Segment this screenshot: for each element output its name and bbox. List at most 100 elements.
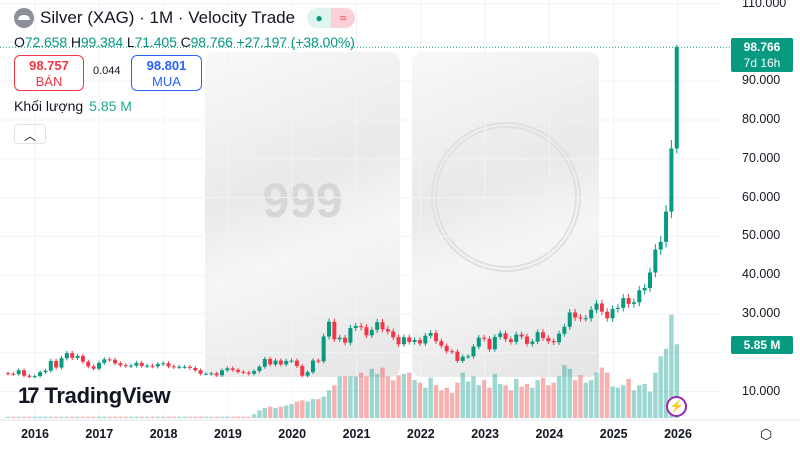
- volume-bar: [230, 416, 235, 418]
- candle-body: [11, 373, 16, 375]
- volume-bar: [21, 416, 27, 418]
- volume-bar: [171, 416, 177, 418]
- y-tick-label: 10.000: [742, 383, 781, 398]
- sell-button[interactable]: 98.757 BÁN: [14, 55, 84, 91]
- y-tick-label: 50.000: [742, 228, 781, 243]
- volume-bar: [423, 387, 428, 418]
- volume-bar: [428, 377, 433, 418]
- volume-bar: [160, 416, 166, 418]
- candle-body: [508, 339, 513, 342]
- volume-bar: [257, 410, 262, 418]
- volume-bar: [118, 416, 123, 418]
- volume-bar: [610, 386, 615, 418]
- sell-label: BÁN: [35, 74, 63, 89]
- volume-bar: [203, 416, 209, 418]
- candle-body: [519, 334, 524, 337]
- lightning-icon[interactable]: ⚡: [666, 396, 687, 417]
- low-label: L: [126, 34, 135, 50]
- buy-button[interactable]: 98.801 MUA: [131, 55, 202, 91]
- high-label: H: [70, 34, 81, 50]
- candle-body: [407, 337, 412, 342]
- market-open-dot-icon: ●: [307, 8, 332, 28]
- volume-bar: [139, 416, 144, 418]
- volume-bar: [631, 390, 637, 418]
- tradingview-wordmark: TradingView: [44, 383, 171, 408]
- volume-bar: [653, 372, 658, 418]
- candle-body: [198, 370, 203, 374]
- symbol-header[interactable]: Silver (XAG) · 1M · Velocity Trade ● ≈: [14, 8, 356, 28]
- volume-bar: [578, 375, 583, 418]
- volume-bar: [588, 380, 594, 418]
- volume-bar: [43, 416, 48, 418]
- candle-body: [455, 351, 460, 361]
- volume-bar: [150, 416, 155, 418]
- candle-body: [27, 375, 32, 377]
- candle-body: [482, 337, 487, 339]
- volume-bar: [102, 416, 107, 418]
- candle-body: [161, 363, 166, 365]
- volume-bar: [70, 416, 75, 418]
- volume-bar: [433, 385, 439, 418]
- candle-body: [514, 334, 519, 342]
- candle-body: [22, 370, 27, 376]
- candle-body: [220, 370, 224, 376]
- volume-bar: [198, 416, 203, 418]
- volume-bar: [128, 416, 134, 418]
- volume-bar: [583, 382, 588, 418]
- candle-body: [653, 249, 658, 273]
- volume-bar: [305, 401, 310, 418]
- candle-body: [551, 341, 556, 343]
- candle-body: [289, 360, 294, 362]
- volume-bar: [155, 416, 160, 418]
- candle-body: [503, 333, 508, 340]
- volume-bar: [358, 372, 364, 418]
- candle-body: [401, 337, 406, 345]
- candle-body: [273, 360, 278, 365]
- last-price-label: 98.766 7d 16h: [731, 38, 793, 72]
- x-tick-label: 2016: [21, 427, 49, 441]
- candle-body: [375, 322, 380, 330]
- candle-body: [278, 360, 283, 365]
- volume-bar: [177, 416, 182, 418]
- candle-body: [236, 369, 241, 372]
- volume-bar: [487, 387, 492, 418]
- candle-body: [150, 365, 155, 367]
- candle-body: [177, 366, 182, 368]
- candle-body: [38, 372, 43, 377]
- candle-body: [626, 298, 631, 304]
- candle-body: [43, 370, 48, 373]
- chevron-up-icon: ︿: [23, 129, 36, 143]
- volume-bar: [235, 416, 241, 418]
- volume-bar: [391, 380, 396, 418]
- candle-body: [637, 290, 642, 303]
- candle-body: [321, 336, 326, 362]
- candle-body: [332, 321, 337, 340]
- volume-bar: [241, 416, 246, 418]
- volume-bar: [594, 372, 599, 418]
- volume-bar: [508, 390, 514, 418]
- volume-bar: [294, 401, 300, 418]
- candle-body: [583, 318, 588, 320]
- candle-body: [621, 298, 626, 308]
- candle-body: [123, 365, 128, 367]
- candle-body: [257, 366, 262, 372]
- y-tick-label: 40.000: [742, 267, 781, 282]
- volume-bar: [658, 356, 663, 418]
- chart-settings-icon[interactable]: ⬡: [760, 426, 773, 442]
- volume-bar: [342, 376, 348, 418]
- x-tick-label: 2022: [406, 427, 435, 441]
- candle-body: [155, 364, 160, 367]
- market-status-pill[interactable]: ● ≈: [307, 8, 356, 28]
- collapse-legend-button[interactable]: ︿: [14, 124, 46, 144]
- volume-bar: [27, 416, 32, 418]
- volume-bar: [107, 416, 112, 418]
- x-tick-label: 2026: [664, 427, 692, 441]
- volume-bar: [385, 376, 391, 418]
- candle-body: [589, 309, 594, 319]
- candle-body: [359, 326, 364, 328]
- volume-bar: [663, 348, 669, 418]
- volume-bar: [353, 376, 358, 418]
- volume-bar: [214, 416, 219, 418]
- volume-bar: [134, 416, 139, 418]
